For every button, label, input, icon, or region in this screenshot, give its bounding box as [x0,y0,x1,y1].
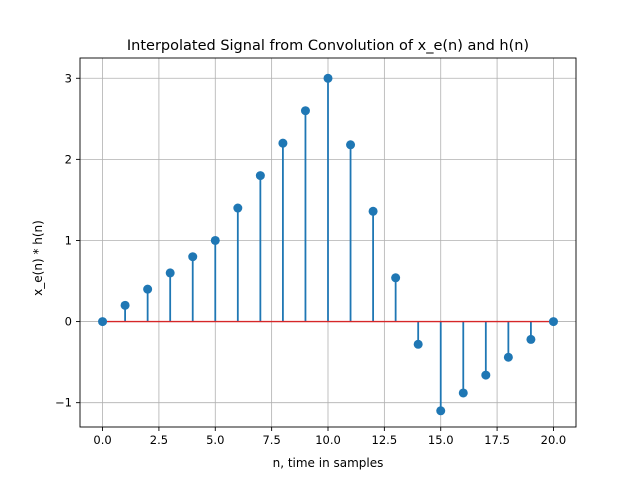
stem-marker [143,284,153,294]
stem-marker [120,300,130,310]
stem-series [98,73,558,416]
x-axis-label: n, time in samples [273,456,384,470]
y-tick-label: 2 [65,152,72,166]
x-tick-label: 2.5 [150,433,168,447]
x-tick-label: 7.5 [262,433,280,447]
x-tick-label: 10.0 [315,433,341,447]
x-tick-label: 15.0 [428,433,454,447]
stem-marker [526,334,536,344]
stem-marker [98,317,108,327]
x-axis-ticks: 0.0 2.5 5.0 7.5 10.0 12.5 15.0 17.5 20.0 [93,427,566,447]
y-axis-ticks: −1 0 1 2 3 [55,71,80,410]
stem-marker [346,140,356,150]
stem-marker [548,317,558,327]
x-tick-label: 17.5 [484,433,510,447]
stem-marker [503,352,513,362]
stem-marker [391,273,401,283]
y-axis-label: x_e(n) * h(n) [31,220,45,296]
stem-marker [368,206,378,216]
x-tick-label: 12.5 [372,433,398,447]
stem-marker [323,73,333,83]
stem-marker [413,339,423,349]
y-tick-label: −1 [55,396,72,410]
stem-marker [458,388,468,398]
x-tick-label: 0.0 [93,433,111,447]
stem-marker [255,171,265,181]
stem-marker [481,370,491,380]
stem-marker [165,268,175,278]
stem-marker [233,203,243,213]
y-tick-label: 1 [65,233,72,247]
x-tick-label: 5.0 [206,433,224,447]
chart-title: Interpolated Signal from Convolution of … [127,38,529,54]
y-tick-label: 0 [65,315,72,329]
stem-marker [188,252,198,262]
y-tick-label: 3 [65,71,72,85]
stem-marker [278,138,288,148]
stem-marker [300,106,310,116]
stem-marker [436,406,446,416]
stem-marker [210,235,220,245]
x-tick-label: 20.0 [541,433,567,447]
